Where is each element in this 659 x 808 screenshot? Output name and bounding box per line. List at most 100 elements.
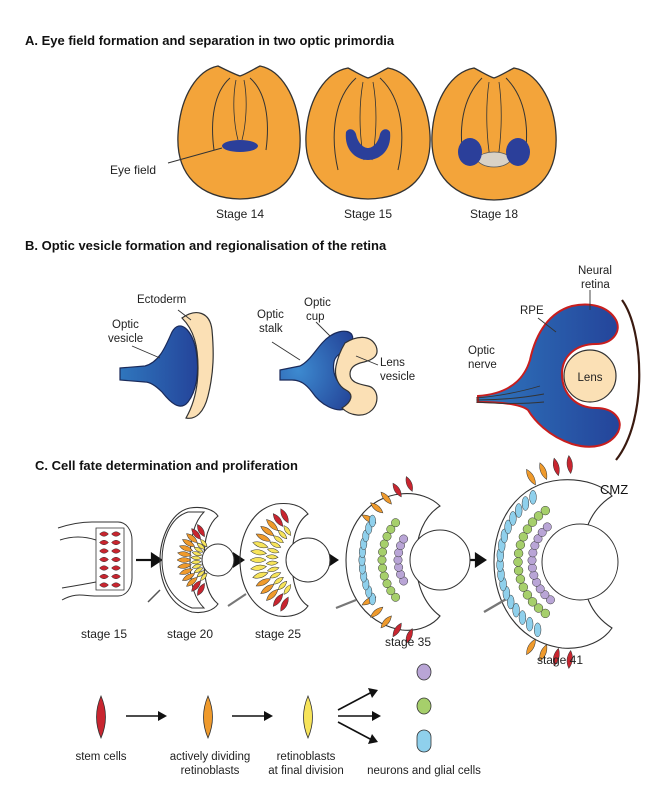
retinal-cell [267,548,280,554]
retinal-cell [266,519,279,531]
retinal-cell [182,573,196,581]
neuron-cell [504,519,512,535]
legend-dividing-1: actively dividing [170,751,251,763]
neuron-cell [518,532,529,542]
neuron-cell [369,514,376,528]
retinal-cell [111,557,121,562]
retinal-cell [191,551,203,556]
stage-label-14: Stage 14 [216,207,264,221]
neuron-cell [515,503,523,518]
neural-retina-label-1: Neural [578,265,612,277]
retinal-cell [392,482,402,498]
neuron-cell [515,540,526,550]
ectoderm-label: Ectoderm [137,294,186,306]
rpe-label: RPE [520,305,544,317]
stage-label-c-41: stage 41 [537,653,583,667]
retinal-cell [273,535,284,544]
retinal-cell [566,650,573,669]
retinal-cell [392,622,402,638]
retinal-cell [177,563,192,569]
retinal-cell [539,644,548,662]
retinal-cell [111,574,121,579]
retinal-cell [190,555,202,560]
retina-stage-15 [57,521,133,601]
retinal-cell [193,547,204,553]
optic-stalk-label-1: Optic [257,309,284,321]
retinal-cell [193,567,204,573]
retinal-cell [196,542,206,550]
neuron-cell [518,582,529,592]
retinal-cell [380,491,392,505]
embryo-stage-15 [305,67,431,200]
optic-vesicle-diagram [119,309,214,419]
legend-final-2: at final division [268,765,343,777]
neuron-cell [513,548,524,559]
neuron-cell [509,511,517,526]
panel-c-title: C. Cell fate determination and prolifera… [35,458,298,473]
legend-stem-cells: stem cells [75,751,126,763]
retinal-cell [267,566,280,572]
optic-primordium-left [458,138,482,166]
retinal-cell [99,540,109,545]
retinal-cell [526,638,536,656]
retinal-cell [539,462,548,480]
retinal-cell [111,540,121,545]
retinal-cell [566,455,573,474]
neuron-cell [512,602,520,618]
glial-blue-icon [416,729,432,753]
neuron-cell [386,524,396,534]
retinal-cell [99,548,109,554]
neuron-cell [513,557,523,567]
retinal-cell [179,568,194,575]
neural-retina-label-2: retina [581,279,610,291]
neuron-cell [507,594,515,610]
retinal-cell [252,541,269,549]
retinal-cell [255,578,271,587]
stage-label-18: Stage 18 [470,207,518,221]
retinal-cell [111,565,121,571]
neuron-cell [533,622,542,638]
retinal-cell [99,565,109,571]
retinal-cell [179,545,194,552]
retina-stage-41 [483,455,619,669]
optic-cup-label-1: Optic [304,297,331,309]
retinal-cell [260,526,275,536]
retinal-cell [190,560,202,565]
retinal-cell [552,457,560,477]
neuron-cell [382,579,392,589]
retinal-cell [99,582,109,588]
retinal-cell [277,529,288,540]
retinal-cell [177,551,192,557]
stage-label-c-25: stage 25 [255,627,301,641]
neuron-cell [522,590,533,600]
optic-nerve-label-1: Optic [468,345,495,357]
retinal-cell [552,647,560,667]
neuron-cell [378,563,388,573]
neuron-cell [540,608,550,619]
retinal-cell [197,582,205,596]
retinal-cell [111,531,121,537]
neuron-cell [527,555,537,565]
retinal-cell [283,525,292,536]
neuron-cell [399,534,409,544]
neuron-cell [391,518,401,528]
retinal-cell [269,541,282,548]
retinal-cell [272,513,284,527]
retinal-cell [186,533,198,543]
retinal-cell [269,572,282,579]
eye-field-shape [222,140,258,152]
retinal-cell [370,606,384,618]
retinal-cell [266,589,279,601]
retinal-cell [277,580,288,591]
retinal-cell [99,574,109,579]
neuron-cell [545,595,555,605]
retinal-cell [370,502,384,514]
eye-field-label: Eye field [110,163,156,177]
neuron-cell [527,563,537,573]
retinal-cell [265,554,279,560]
neuron-purple-icon [416,663,432,681]
neuron-cell [386,586,396,596]
retinal-cell [186,577,198,587]
neuron-cell [515,574,526,584]
retinal-cell [273,576,284,585]
